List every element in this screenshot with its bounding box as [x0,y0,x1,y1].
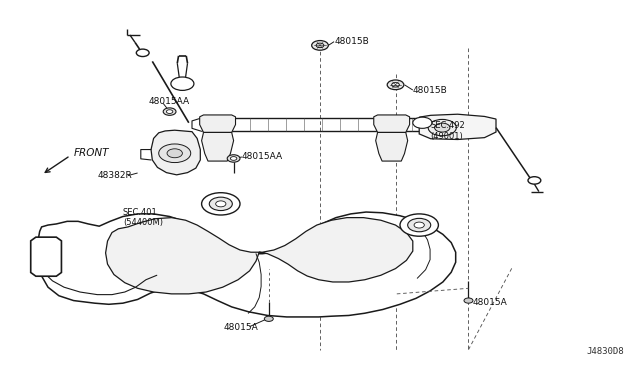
Polygon shape [374,115,410,132]
Circle shape [209,197,232,211]
Circle shape [435,123,450,132]
Circle shape [227,155,240,162]
Polygon shape [419,114,496,140]
Polygon shape [376,132,408,161]
Circle shape [202,193,240,215]
Text: 48015A: 48015A [472,298,507,307]
Circle shape [166,110,173,113]
Text: 48382R: 48382R [97,171,132,180]
Circle shape [171,77,194,90]
Circle shape [414,222,424,228]
Text: SEC.492
(49001): SEC.492 (49001) [430,121,465,141]
Text: 48015A: 48015A [224,323,259,332]
Text: FRONT: FRONT [74,148,109,157]
Polygon shape [200,115,236,132]
Circle shape [408,218,431,232]
Circle shape [159,144,191,163]
Circle shape [316,43,324,48]
Circle shape [230,157,237,160]
Circle shape [392,83,399,87]
Circle shape [428,119,456,136]
Circle shape [136,49,149,57]
Circle shape [264,316,273,321]
Circle shape [312,41,328,50]
Text: 48015B: 48015B [334,37,369,46]
Polygon shape [151,130,200,175]
Circle shape [163,108,176,115]
Text: 48015B: 48015B [413,86,447,94]
Polygon shape [106,218,413,294]
Polygon shape [37,212,456,317]
Polygon shape [202,132,234,161]
Text: J4830D8: J4830D8 [586,347,624,356]
Text: 48015AA: 48015AA [242,153,283,161]
Circle shape [528,177,541,184]
Circle shape [400,214,438,236]
Circle shape [413,117,432,128]
Polygon shape [31,237,61,276]
Text: SEC.401
(54400M): SEC.401 (54400M) [123,208,163,227]
Circle shape [464,298,473,303]
Text: 48015AA: 48015AA [148,97,189,106]
Circle shape [167,149,182,158]
Circle shape [387,80,404,90]
Circle shape [216,201,226,207]
